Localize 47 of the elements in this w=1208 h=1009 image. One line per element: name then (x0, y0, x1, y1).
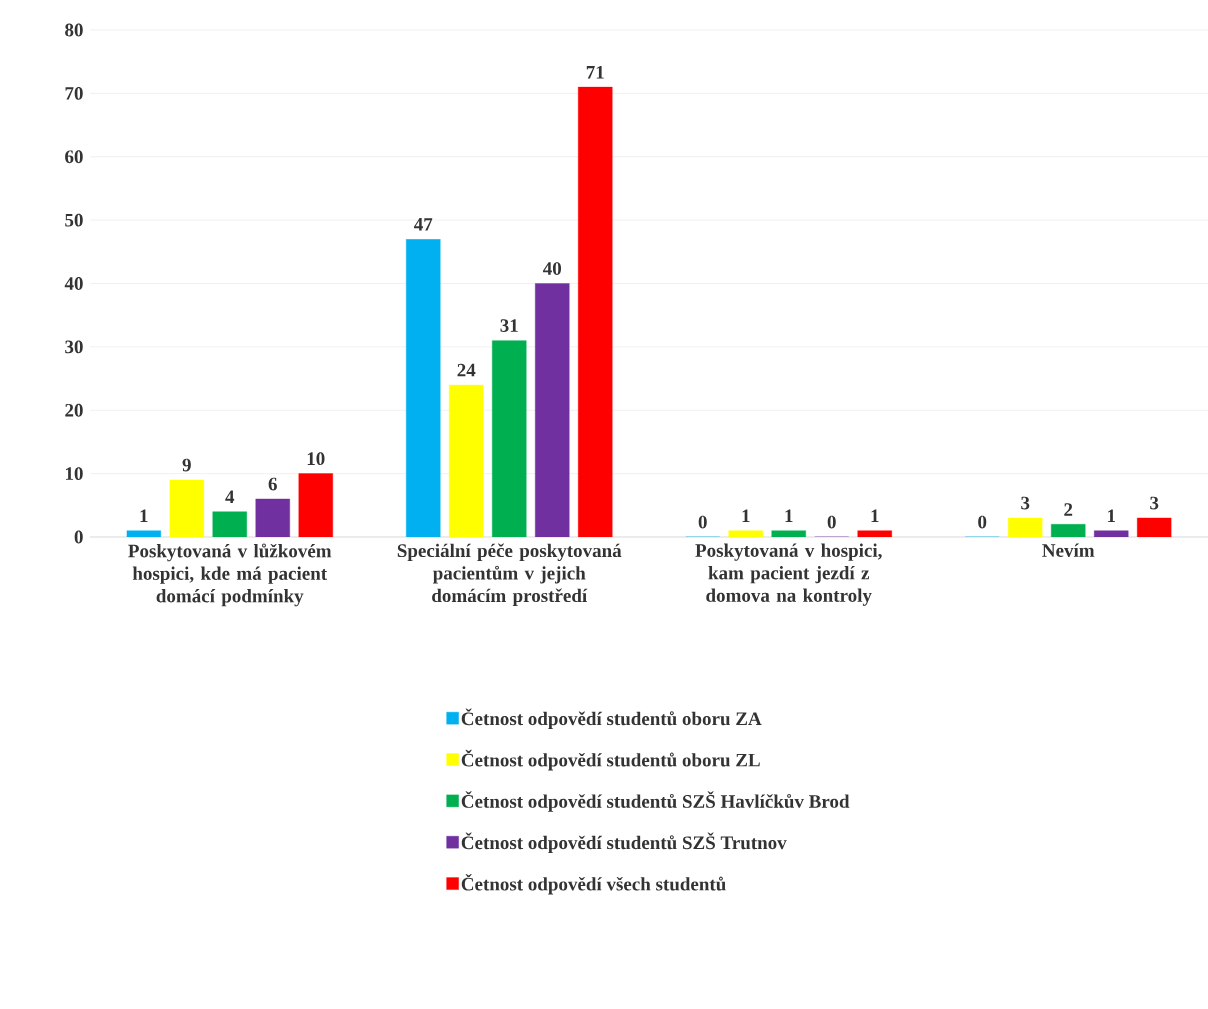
y-tick-label: 30 (65, 340, 83, 354)
data-label: 3 (1150, 496, 1159, 510)
data-label: 47 (414, 218, 433, 231)
x-tick-label: Poskytovaná v hospici, kam pacient jezdí z domova na kontroly (695, 543, 882, 606)
data-label: 31 (500, 319, 518, 332)
legend-label: Četnost odpovědí všech studentů (461, 873, 726, 895)
data-label: 40 (543, 262, 562, 275)
y-tick-label: 20 (65, 403, 83, 417)
data-label: 24 (457, 363, 476, 377)
legend-label: Četnost odpovědí studentů SZŠ Havlíčkův Brod (461, 791, 850, 812)
x-tick-label: Speciální péče poskytovaná pacientům v jejich domácím prostředí (397, 543, 622, 606)
bar (212, 511, 247, 537)
legend-label: Četnost odpovědí studentů SZŠ Trutnov (461, 832, 787, 854)
bar (535, 283, 570, 537)
bar (1051, 524, 1086, 537)
bar (771, 530, 806, 537)
x-tick-label: Poskytovaná v lůžkovém hospici, kde má pacient domácí podmínky (128, 543, 332, 607)
y-tick-label: 40 (64, 277, 83, 290)
y-tick-label: 0 (74, 530, 83, 544)
data-label: 10 (307, 452, 325, 466)
data-label: 0 (978, 515, 987, 529)
bar (255, 498, 290, 537)
data-label: 1 (742, 509, 750, 523)
data-label: 4 (225, 490, 235, 504)
bar (1094, 530, 1129, 537)
legend-label: Četnost odpovědí studentů oboru ZA (461, 708, 762, 730)
y-tick-label: 70 (65, 86, 83, 100)
data-label: 1 (140, 509, 148, 523)
data-label: 3 (1021, 496, 1030, 510)
data-label: 9 (182, 458, 191, 472)
data-label: 0 (827, 515, 836, 529)
data-label: 1 (871, 509, 879, 523)
legend-label: Četnost odpovědí studentů oboru ZL (461, 749, 760, 771)
bar (406, 238, 441, 537)
y-tick-label: 80 (65, 23, 83, 37)
bar (126, 530, 161, 537)
y-tick-label: 50 (65, 213, 83, 227)
data-label: 1 (1108, 509, 1115, 523)
x-tick-label: Nevím (1042, 543, 1095, 557)
y-tick-label: 60 (65, 150, 83, 164)
data-label: 71 (586, 65, 604, 79)
data-label: 6 (268, 477, 277, 491)
data-label: 2 (1064, 503, 1073, 516)
bar (492, 340, 527, 537)
data-label: 0 (698, 515, 707, 529)
y-tick-label: 10 (65, 467, 83, 481)
data-label: 1 (785, 509, 793, 523)
